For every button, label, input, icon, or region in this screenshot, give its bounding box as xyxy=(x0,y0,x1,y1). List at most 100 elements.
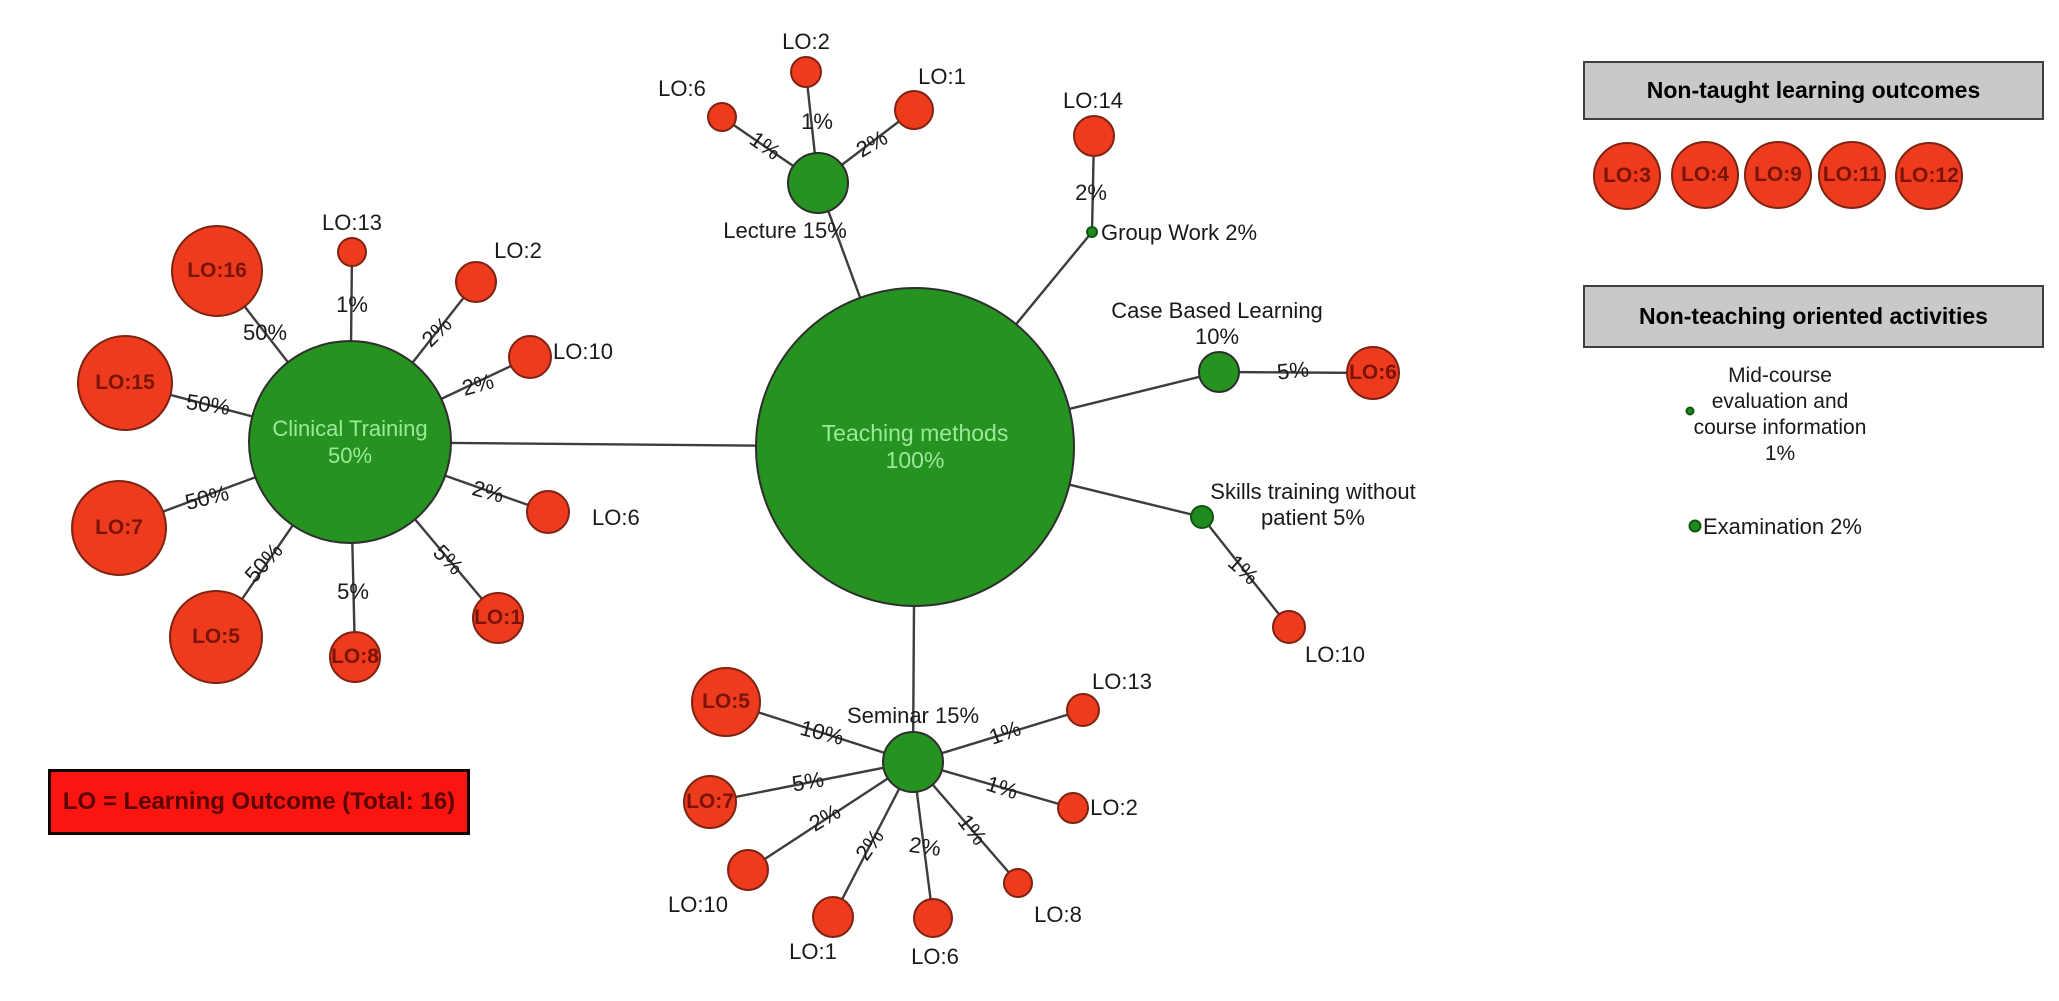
skills-training-label-line2: patient 5% xyxy=(1261,505,1365,530)
node-nontaught-lo4: LO:4 xyxy=(1671,141,1739,209)
teaching-methods-label-line1: Teaching methods xyxy=(821,420,1009,446)
case-based-learning-label-line1: Case Based Learning xyxy=(1111,298,1323,323)
node-case-based-learning xyxy=(1198,351,1240,393)
clinical-training-label: Clinical Training 50% xyxy=(272,416,428,468)
nontaught-lo4-text: LO:4 xyxy=(1681,163,1729,186)
node-seminar-lo6 xyxy=(913,898,953,938)
seminar-lo2-label: LO:2 xyxy=(1090,795,1138,820)
node-seminar xyxy=(882,731,944,793)
edge-skills-lo10 xyxy=(1201,516,1290,628)
node-skills-lo10 xyxy=(1272,610,1306,644)
nontaught-lo12-text: LO:12 xyxy=(1899,164,1959,187)
clinical-lo8-text: LO:8 xyxy=(331,645,379,668)
edge-seminar-lo10 xyxy=(747,760,914,872)
clinical-lo13-label: LO:13 xyxy=(322,210,382,235)
case-based-learning-label-line2: 10% xyxy=(1194,324,1240,349)
lecture-label: Lecture 15% xyxy=(723,218,847,243)
clinical-lo15-text: LO:15 xyxy=(95,371,155,394)
edge-label-casebased-lo6: 5% xyxy=(1275,356,1311,385)
midcourse-label-line4: 1% xyxy=(1764,442,1796,465)
node-lecture-lo2 xyxy=(790,56,822,88)
node-seminar-lo1 xyxy=(812,896,854,938)
node-clinical-training: Clinical Training 50% xyxy=(248,340,452,544)
midcourse-label: Mid-course evaluation and course informa… xyxy=(1694,363,1867,467)
non-taught-panel-header: Non-taught learning outcomes xyxy=(1583,61,2044,120)
teaching-methods-label: Teaching methods 100% xyxy=(822,420,1009,474)
skills-training-label: Skills training without patient 5% xyxy=(1210,479,1415,531)
node-group-work-dot xyxy=(1086,226,1098,238)
lecture-lo1-label: LO:1 xyxy=(918,64,966,89)
seminar-lo13-label: LO:13 xyxy=(1092,669,1152,694)
edge-label-seminar-lo7: 5% xyxy=(790,766,826,797)
lecture-lo6-label: LO:6 xyxy=(658,76,706,101)
midcourse-label-line3: course information xyxy=(1693,416,1867,439)
node-lecture-lo6 xyxy=(707,102,737,132)
clinical-lo16-text: LO:16 xyxy=(187,259,247,282)
skills-training-label-line1: Skills training without xyxy=(1210,479,1416,504)
skills-lo10-label: LO:10 xyxy=(1305,642,1365,667)
node-lecture xyxy=(787,152,849,214)
teaching-methods-label-line2: 100% xyxy=(885,447,945,473)
clinical-lo7-text: LO:7 xyxy=(95,516,143,539)
node-clinical-lo16: LO:16 xyxy=(171,225,263,317)
node-seminar-lo8 xyxy=(1003,868,1033,898)
node-clinical-lo1: LO:1 xyxy=(472,592,524,644)
casebased-lo6-text: LO:6 xyxy=(1349,361,1397,384)
node-teaching-methods: Teaching methods 100% xyxy=(755,287,1075,607)
node-lecture-lo1 xyxy=(894,90,934,130)
node-clinical-lo5: LO:5 xyxy=(169,590,263,684)
nontaught-lo3-text: LO:3 xyxy=(1603,164,1651,187)
non-teaching-panel-title: Non-teaching oriented activities xyxy=(1639,303,1988,329)
node-nontaught-lo9: LO:9 xyxy=(1744,141,1812,209)
edge-label-clinical-lo16: 50% xyxy=(242,320,288,345)
node-clinical-lo10 xyxy=(508,335,552,379)
seminar-label: Seminar 15% xyxy=(846,703,980,728)
non-taught-panel-title: Non-taught learning outcomes xyxy=(1646,77,1981,103)
node-casebased-lo6: LO:6 xyxy=(1346,346,1400,400)
node-clinical-lo6 xyxy=(526,490,570,534)
groupwork-lo14-label: LO:14 xyxy=(1063,88,1123,113)
nontaught-lo9-text: LO:9 xyxy=(1754,163,1802,186)
edge-label-clinical-lo8: 5% xyxy=(337,579,369,604)
lo-note-box: LO = Learning Outcome (Total: 16) xyxy=(48,769,470,835)
node-seminar-lo2 xyxy=(1057,792,1089,824)
nontaught-lo11-text: LO:11 xyxy=(1822,163,1882,186)
edge-label-seminar-lo6: 2% xyxy=(907,831,943,862)
seminar-lo10-label: LO:10 xyxy=(668,892,728,917)
node-nontaught-lo11: LO:11 xyxy=(1818,141,1886,209)
midcourse-label-line2: evaluation and xyxy=(1711,390,1849,413)
node-nontaught-lo12: LO:12 xyxy=(1895,142,1963,210)
edge-label-groupwork-lo14: 2% xyxy=(1075,180,1107,205)
seminar-lo6-label: LO:6 xyxy=(911,944,959,969)
midcourse-dot xyxy=(1685,406,1695,416)
seminar-lo8-label: LO:8 xyxy=(1034,902,1082,927)
seminar-lo7-text: LO:7 xyxy=(686,790,734,813)
midcourse-label-line1: Mid-course xyxy=(1728,364,1832,387)
node-clinical-lo13 xyxy=(337,237,367,267)
clinical-lo1-text: LO:1 xyxy=(474,606,522,629)
edge-label-clinical-lo13: 1% xyxy=(336,292,368,317)
lecture-lo2-label: LO:2 xyxy=(782,29,830,54)
lo-note-text: LO = Learning Outcome (Total: 16) xyxy=(62,788,456,815)
group-work-label: Group Work 2% xyxy=(1101,220,1258,245)
node-seminar-lo5: LO:5 xyxy=(691,667,761,737)
examination-dot xyxy=(1688,519,1702,533)
node-clinical-lo2 xyxy=(455,261,497,303)
edge-label-lecture-lo2: 1% xyxy=(801,109,833,134)
edge-seminar-lo7 xyxy=(709,760,914,804)
node-nontaught-lo3: LO:3 xyxy=(1593,142,1661,210)
node-skills-training-dot xyxy=(1190,505,1214,529)
node-clinical-lo7: LO:7 xyxy=(71,480,167,576)
clinical-lo10-label: LO:10 xyxy=(553,339,613,364)
node-clinical-lo8: LO:8 xyxy=(329,631,381,683)
clinical-lo5-text: LO:5 xyxy=(192,625,240,648)
node-seminar-lo13 xyxy=(1066,693,1100,727)
seminar-lo1-label: LO:1 xyxy=(789,939,837,964)
examination-label: Examination 2% xyxy=(1703,514,1862,539)
node-seminar-lo10 xyxy=(727,849,769,891)
node-groupwork-lo14 xyxy=(1073,115,1115,157)
case-based-learning-label: Case Based Learning 10% xyxy=(1111,298,1323,350)
node-clinical-lo15: LO:15 xyxy=(77,335,173,431)
seminar-lo5-text: LO:5 xyxy=(702,690,750,713)
